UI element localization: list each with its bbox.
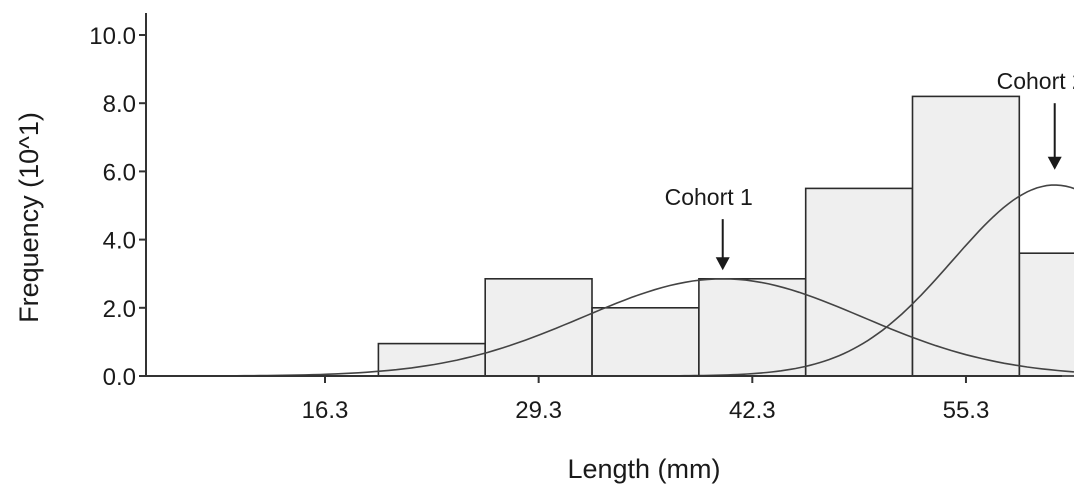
x-tick-label-3: 55.3 — [943, 397, 990, 424]
y-tick-label-0: 0.0 — [103, 364, 136, 391]
x-tick-label-0: 16.3 — [302, 397, 349, 424]
cohort-curve-2 — [665, 184, 1074, 377]
cohort-arrow-head-1 — [715, 257, 730, 271]
histogram-bar-2 — [484, 277, 593, 377]
histogram-bar-5 — [804, 187, 914, 377]
bars-layer — [377, 95, 1074, 377]
axes-layer — [145, 13, 1062, 377]
histogram-bar-3 — [591, 306, 700, 377]
y-tick-label-2: 4.0 — [103, 228, 136, 255]
curves-layer — [221, 184, 1074, 377]
cohort-label-2: Cohort 2 — [997, 68, 1074, 94]
y-axis-title: Frequency (10^1) — [14, 112, 44, 323]
y-tick-label-3: 6.0 — [103, 159, 136, 186]
cohort-curve-1 — [221, 277, 1074, 377]
x-tick-label-1: 29.3 — [515, 397, 562, 424]
histogram-bar-1 — [377, 342, 486, 377]
histogram-bar-7 — [1018, 252, 1074, 377]
y-tick-label-4: 8.0 — [103, 91, 136, 118]
ticks-layer: 0.02.04.06.08.010.016.329.342.355.368.38… — [89, 23, 990, 424]
histogram-bar-4 — [698, 277, 807, 377]
cohort-label-1: Cohort 1 — [665, 184, 753, 210]
histogram-bar-6 — [911, 95, 1021, 377]
y-tick-label-1: 2.0 — [103, 296, 136, 323]
x-tick-label-2: 42.3 — [729, 397, 776, 424]
y-tick-label-5: 10.0 — [89, 23, 136, 50]
x-axis-title: Length (mm) — [567, 454, 720, 484]
cohort-arrow-head-2 — [1047, 156, 1062, 170]
